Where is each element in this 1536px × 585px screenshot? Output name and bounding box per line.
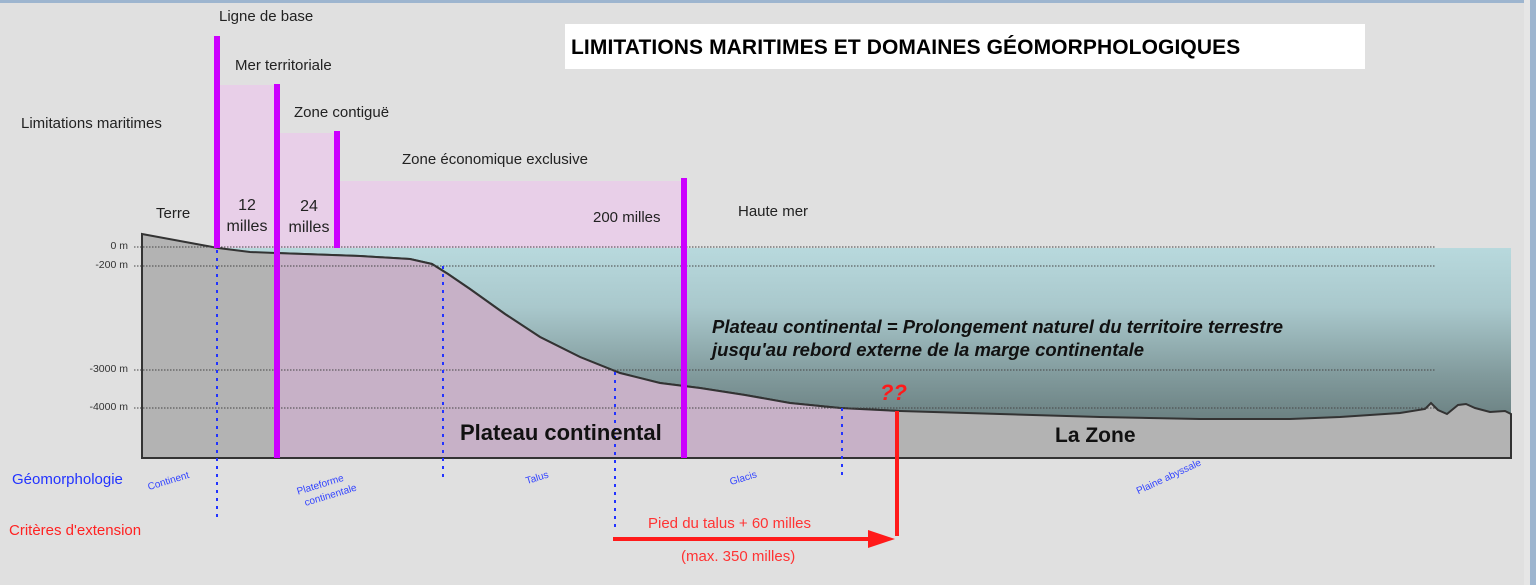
the-area-label: La Zone	[1055, 424, 1136, 447]
contiguous-zone	[280, 133, 336, 248]
territorial-sea-limit-bar	[274, 84, 280, 458]
depth-label-4000: -4000 m	[89, 401, 128, 413]
diagram-title: LIMITATIONS MARITIMES ET DOMAINES GÉOMOR…	[571, 36, 1241, 59]
depth-label-200: -200 m	[95, 259, 128, 271]
territorial-sea-zone	[220, 85, 276, 248]
criteria-line-1: Pied du talus + 60 milles	[648, 515, 812, 532]
title-box	[565, 24, 1365, 69]
continental-shelf-label: Plateau continental	[460, 420, 662, 445]
contiguous-zone-limit-bar	[334, 131, 340, 248]
eez-label: Zone économique exclusive	[402, 151, 588, 168]
miles-200-label: 200 milles	[593, 209, 661, 226]
eez-limit-bar	[681, 178, 687, 458]
unknown-limit-marker: ??	[880, 380, 907, 405]
eez-zone	[340, 181, 683, 248]
miles-24-label: 24 milles	[284, 196, 334, 238]
depth-label-0: 0 m	[110, 240, 128, 252]
territorial-sea-label: Mer territoriale	[235, 57, 332, 74]
miles-24-unit: milles	[288, 219, 330, 236]
window-right-border	[1530, 0, 1536, 585]
depth-label-3000: -3000 m	[89, 363, 128, 375]
high-seas-label: Haute mer	[738, 203, 809, 220]
row-label-criteres: Critères d'extension	[9, 522, 142, 539]
baseline-label: Ligne de base	[219, 8, 314, 25]
window-top-border	[0, 0, 1536, 3]
miles-12-number: 12	[238, 197, 256, 214]
window-right-margin	[1524, 0, 1530, 585]
continental-shelf-definition: Plateau continental = Prolongement natur…	[712, 315, 1424, 361]
row-label-limitations: Limitations maritimes	[21, 115, 162, 132]
contiguous-zone-label: Zone contiguë	[294, 104, 390, 121]
definition-line-2: jusqu'au rebord externe de la marge cont…	[712, 339, 1145, 360]
miles-12-label: 12 milles	[222, 195, 272, 237]
continental-shelf-overlay	[276, 253, 897, 457]
miles-12-unit: milles	[226, 218, 268, 235]
criteria-line-2: (max. 350 milles)	[681, 548, 796, 565]
row-label-geomorphologie: Géomorphologie	[12, 471, 123, 488]
maritime-limit-bars	[214, 36, 687, 458]
land-label: Terre	[156, 205, 191, 222]
geomorphology-dividers	[216, 250, 843, 528]
baseline-bar	[214, 36, 220, 248]
depth-gridlines	[134, 246, 1436, 409]
shelf-profile-line	[275, 252, 901, 412]
definition-line-1: Plateau continental = Prolongement natur…	[712, 316, 1284, 337]
extension-criteria-arrow	[613, 411, 899, 548]
miles-24-number: 24	[300, 198, 318, 215]
